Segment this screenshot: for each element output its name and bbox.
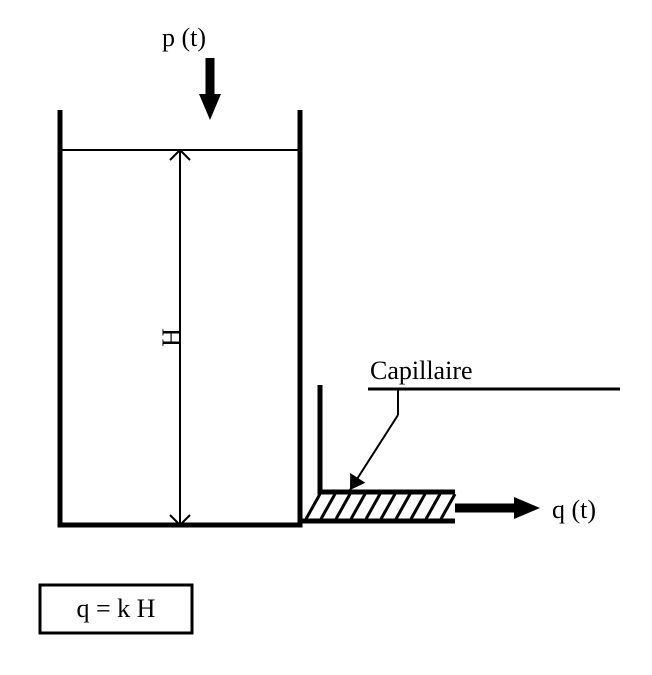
label-capillary: Capillaire [370, 356, 473, 385]
label-H: H [157, 328, 186, 347]
capillary-pointer-head [350, 473, 365, 490]
arrow-p [199, 94, 221, 120]
arrow-q [514, 497, 540, 519]
label-p: p (t) [162, 23, 206, 52]
label-equation: q = k H [77, 594, 156, 623]
label-q: q (t) [552, 495, 596, 524]
diagram-canvas: p (t) q (t) H Capillaire q = k H [0, 0, 652, 675]
